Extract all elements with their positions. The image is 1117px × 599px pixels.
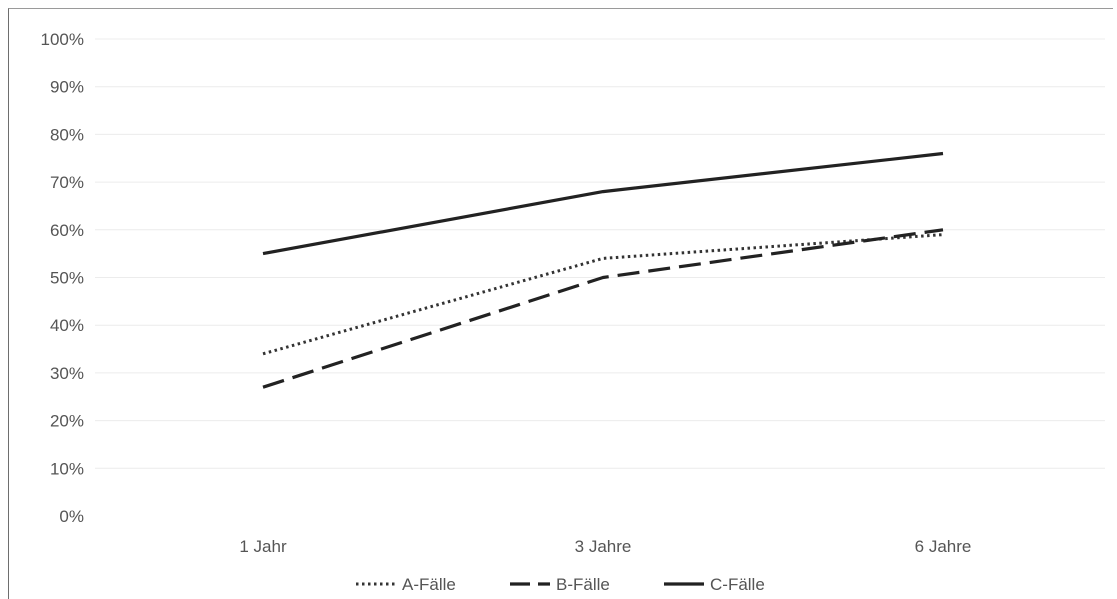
y-tick-label: 30% xyxy=(50,364,84,383)
y-tick-label: 100% xyxy=(41,30,84,49)
y-tick-label: 80% xyxy=(50,125,84,144)
gridlines xyxy=(95,38,1105,469)
x-tick-label: 1 Jahr xyxy=(239,537,287,556)
legend-label: A-Fälle xyxy=(402,575,456,594)
series-line-c xyxy=(262,151,944,256)
chart-frame xyxy=(8,8,1113,599)
y-tick-label: 10% xyxy=(50,459,84,478)
legend-label: B-Fälle xyxy=(556,575,610,594)
series-line-b xyxy=(262,228,944,389)
y-tick-label: 60% xyxy=(50,221,84,240)
y-tick-label: 0% xyxy=(59,507,84,526)
y-axis-ticks: 0% 10% 20% 30% 40% 50% 60% 70% 80% 90% 100% xyxy=(41,30,84,526)
legend-label: C-Fälle xyxy=(710,575,765,594)
series-line-a xyxy=(262,233,944,356)
series-lines xyxy=(262,151,944,389)
x-tick-label: 3 Jahre xyxy=(575,537,632,556)
y-tick-label: 20% xyxy=(50,412,84,431)
legend: A-Fälle B-Fälle C-Fälle xyxy=(356,575,765,594)
y-tick-label: 90% xyxy=(50,78,84,97)
y-tick-label: 70% xyxy=(50,173,84,192)
y-tick-label: 50% xyxy=(50,269,84,288)
y-tick-label: 40% xyxy=(50,316,84,335)
x-tick-label: 6 Jahre xyxy=(915,537,972,556)
x-axis-ticks: 1 Jahr 3 Jahre 6 Jahre xyxy=(239,537,971,556)
